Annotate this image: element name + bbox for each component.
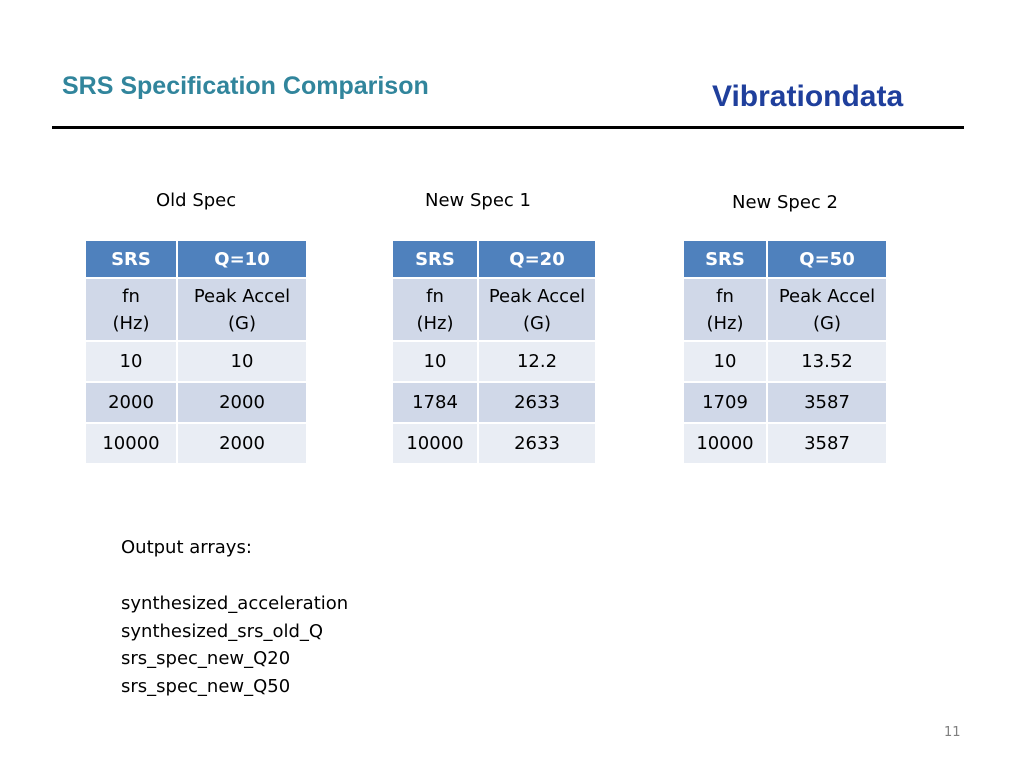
slide-title: SRS Specification Comparison — [62, 72, 429, 100]
table-cell: 10 — [393, 342, 477, 381]
table-cell: 2000 — [178, 424, 306, 463]
table-cell: 3587 — [768, 424, 886, 463]
table-cell: fn (Hz) — [86, 279, 176, 340]
table-row: 10000 2633 — [393, 424, 595, 463]
column-header: Q=50 — [768, 241, 886, 277]
table-row: 1784 2633 — [393, 383, 595, 422]
table-cell: Peak Accel (G) — [768, 279, 886, 340]
table-cell: 10000 — [393, 424, 477, 463]
table-cell: 12.2 — [479, 342, 595, 381]
table-cell: 1709 — [684, 383, 766, 422]
table-row: 1709 3587 — [684, 383, 886, 422]
old-spec-label: Old Spec — [156, 190, 237, 211]
table-cell: 10 — [178, 342, 306, 381]
table-cell: 2633 — [479, 383, 595, 422]
table-cell: fn (Hz) — [393, 279, 477, 340]
table-cell: Peak Accel (G) — [178, 279, 306, 340]
new-spec-2-table: SRS Q=50 fn (Hz) Peak Accel (G) 10 13.52… — [682, 239, 888, 465]
old-spec-table: SRS Q=10 fn (Hz) Peak Accel (G) 10 10 20… — [84, 239, 308, 465]
new-spec-1-table: SRS Q=20 fn (Hz) Peak Accel (G) 10 12.2 … — [391, 239, 597, 465]
table-header-row: SRS Q=10 — [86, 241, 306, 277]
table-header-row: SRS Q=20 — [393, 241, 595, 277]
table-cell: 1784 — [393, 383, 477, 422]
column-header: SRS — [86, 241, 176, 277]
column-header: SRS — [684, 241, 766, 277]
table-row: 10000 3587 — [684, 424, 886, 463]
table-cell: Peak Accel (G) — [479, 279, 595, 340]
column-header: Q=10 — [178, 241, 306, 277]
table-cell: 2000 — [86, 383, 176, 422]
table-subheader-row: fn (Hz) Peak Accel (G) — [684, 279, 886, 340]
table-row: 10 12.2 — [393, 342, 595, 381]
table-cell: fn (Hz) — [684, 279, 766, 340]
table-row: 2000 2000 — [86, 383, 306, 422]
new-spec-2-label: New Spec 2 — [732, 192, 838, 213]
table-row: 10000 2000 — [86, 424, 306, 463]
output-arrays-list: synthesized_acceleration synthesized_srs… — [121, 590, 348, 700]
output-arrays-heading: Output arrays: — [121, 537, 252, 558]
column-header: SRS — [393, 241, 477, 277]
table-cell: 10000 — [86, 424, 176, 463]
new-spec-1-label: New Spec 1 — [425, 190, 531, 211]
brand-logo-text: Vibrationdata — [712, 80, 904, 113]
page-number: 11 — [944, 725, 961, 740]
table-cell: 2633 — [479, 424, 595, 463]
table-row: 10 10 — [86, 342, 306, 381]
table-cell: 13.52 — [768, 342, 886, 381]
table-header-row: SRS Q=50 — [684, 241, 886, 277]
table-subheader-row: fn (Hz) Peak Accel (G) — [86, 279, 306, 340]
title-divider — [52, 126, 964, 129]
table-cell: 10 — [86, 342, 176, 381]
table-cell: 3587 — [768, 383, 886, 422]
list-item: srs_spec_new_Q50 — [121, 675, 291, 697]
table-cell: 10 — [684, 342, 766, 381]
list-item: srs_spec_new_Q20 — [121, 648, 291, 669]
table-subheader-row: fn (Hz) Peak Accel (G) — [393, 279, 595, 340]
table-row: 10 13.52 — [684, 342, 886, 381]
list-item: synthesized_acceleration — [121, 593, 349, 614]
list-item: synthesized_srs_old_Q — [121, 620, 324, 642]
table-cell: 10000 — [684, 424, 766, 463]
table-cell: 2000 — [178, 383, 306, 422]
column-header: Q=20 — [479, 241, 595, 277]
